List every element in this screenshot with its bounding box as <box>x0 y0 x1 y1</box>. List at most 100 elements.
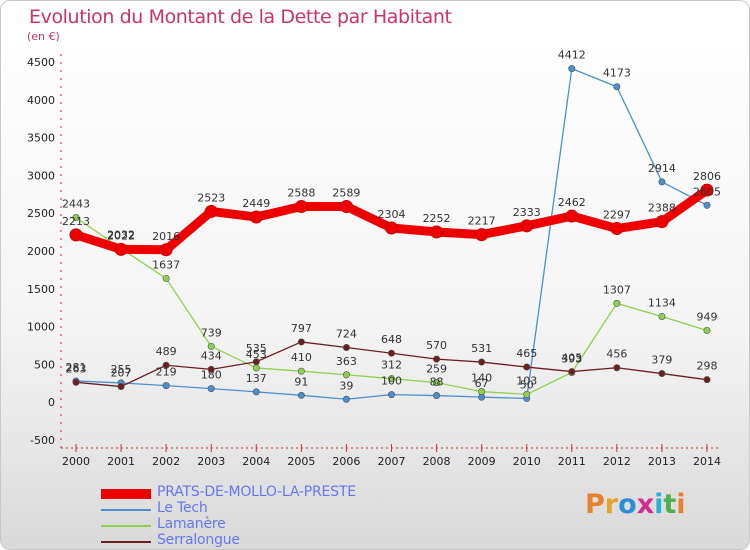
data-label-serralongue: 531 <box>471 342 492 355</box>
data-label-le-tech: 88 <box>430 376 444 389</box>
point-laman-re <box>162 274 170 282</box>
x-tick-label: 2008 <box>423 455 451 468</box>
x-tick-label: 2004 <box>242 455 270 468</box>
y-tick-label: 4500 <box>27 56 55 69</box>
data-label-le-tech: 91 <box>294 375 308 388</box>
data-label-serralongue: 648 <box>381 333 402 346</box>
data-label-prats-de-mollo-la-preste: 2016 <box>152 230 180 243</box>
point-laman-re <box>342 371 350 379</box>
point-prats-de-mollo-la-preste <box>69 228 83 242</box>
data-label-le-tech: 137 <box>246 372 267 385</box>
logo-letter: t <box>663 489 677 520</box>
point-le-tech <box>568 65 576 73</box>
data-label-le-tech: 2605 <box>693 185 721 198</box>
data-label-laman-re: 1134 <box>648 296 676 309</box>
data-label-le-tech: 50 <box>520 378 534 391</box>
y-tick-label: 4000 <box>27 94 55 107</box>
data-label-serralongue: 263 <box>66 362 87 375</box>
data-label-le-tech: 4412 <box>558 49 586 62</box>
legend-swatch <box>101 489 151 499</box>
legend-item-le-tech: Le Tech <box>101 500 421 518</box>
logo-letter: i <box>676 489 686 520</box>
point-le-tech <box>297 391 305 399</box>
data-label-le-tech: 100 <box>381 375 402 388</box>
x-tick-label: 2013 <box>648 455 676 468</box>
logo-letter: r <box>604 489 619 520</box>
data-label-serralongue: 456 <box>606 348 627 361</box>
point-prats-de-mollo-la-preste <box>385 221 398 235</box>
data-label-laman-re: 2032 <box>107 229 135 242</box>
y-tick-label: 3500 <box>27 132 55 145</box>
data-label-prats-de-mollo-la-preste: 2462 <box>558 196 586 209</box>
point-le-tech <box>387 391 395 399</box>
data-label-laman-re: 312 <box>381 359 402 372</box>
point-le-tech <box>252 388 260 396</box>
data-label-prats-de-mollo-la-preste: 2333 <box>513 206 541 219</box>
data-label-le-tech: 2914 <box>648 162 676 175</box>
point-le-tech <box>433 392 441 400</box>
point-le-tech <box>342 395 350 403</box>
x-tick-label: 2001 <box>107 455 135 468</box>
point-prats-de-mollo-la-preste <box>700 183 714 197</box>
y-tick-label: 3000 <box>27 169 55 182</box>
point-prats-de-mollo-la-preste <box>294 200 308 214</box>
legend-swatch <box>101 525 151 527</box>
legend-swatch <box>101 509 151 511</box>
data-label-laman-re: 410 <box>291 351 312 364</box>
data-label-serralongue: 535 <box>246 342 267 355</box>
data-label-le-tech: 255 <box>111 363 132 376</box>
x-tick-label: 2005 <box>287 455 315 468</box>
legend: PRATS-DE-MOLLO-LA-PRESTE Le Tech Lamanère S… <box>101 484 421 549</box>
point-serralongue <box>613 364 621 372</box>
point-serralongue <box>478 358 486 366</box>
point-serralongue <box>523 363 531 371</box>
unit-label: (en €) <box>27 30 60 43</box>
point-laman-re <box>252 364 260 372</box>
point-serralongue <box>387 349 395 357</box>
line-chart: -500 0 500 1000 1500 2000 2500 3000 3500 4000 4500… <box>27 49 721 468</box>
point-prats-de-mollo-la-preste <box>475 228 489 242</box>
data-label-laman-re: 393 <box>561 352 582 365</box>
point-laman-re <box>207 342 215 350</box>
y-tick-label: -500 <box>30 434 55 447</box>
x-tick-label: 2002 <box>152 455 180 468</box>
data-label-serralongue: 797 <box>291 322 312 335</box>
point-prats-de-mollo-la-preste <box>339 199 353 213</box>
legend-swatch <box>101 541 151 543</box>
data-label-serralongue: 379 <box>651 354 672 367</box>
y-tick-label: 500 <box>34 358 55 371</box>
point-serralongue <box>342 343 350 351</box>
data-label-le-tech: 281 <box>66 361 87 374</box>
data-label-laman-re: 259 <box>426 363 447 376</box>
data-label-laman-re: 2443 <box>62 198 90 211</box>
point-laman-re <box>523 390 531 398</box>
point-prats-de-mollo-la-preste <box>655 215 669 229</box>
data-label-prats-de-mollo-la-preste: 2213 <box>62 215 90 228</box>
point-serralongue <box>162 361 170 369</box>
data-label-prats-de-mollo-la-preste: 2304 <box>378 208 406 221</box>
chart-title: Evolution du Montant de la Dette par Hab… <box>29 6 452 28</box>
y-tick-label: 0 <box>48 396 55 409</box>
data-label-le-tech: 67 <box>475 377 489 390</box>
x-tick-label: 2014 <box>693 455 721 468</box>
logo-letter: o <box>618 489 637 520</box>
x-tick-label: 2003 <box>197 455 225 468</box>
point-prats-de-mollo-la-preste <box>430 225 444 239</box>
point-le-tech <box>703 201 711 209</box>
point-prats-de-mollo-la-preste <box>610 222 624 236</box>
data-label-le-tech: 4173 <box>603 67 631 80</box>
logo-letter: i <box>654 489 664 520</box>
legend-item-serralongue: Serralongue <box>101 532 421 549</box>
proxiti-logo: Proxiti <box>585 489 686 520</box>
y-tick-label: 2000 <box>27 245 55 258</box>
point-prats-de-mollo-la-preste <box>114 242 128 256</box>
data-label-laman-re: 103 <box>516 374 537 387</box>
data-label-laman-re: 1637 <box>152 258 180 271</box>
legend-label: Lamanère <box>157 516 226 532</box>
point-le-tech <box>658 178 666 186</box>
logo-letter: x <box>636 489 655 520</box>
legend-label: Le Tech <box>157 500 208 516</box>
data-label-laman-re: 739 <box>201 326 222 339</box>
data-label-prats-de-mollo-la-preste: 2252 <box>423 212 451 225</box>
data-label-serralongue: 570 <box>426 339 447 352</box>
